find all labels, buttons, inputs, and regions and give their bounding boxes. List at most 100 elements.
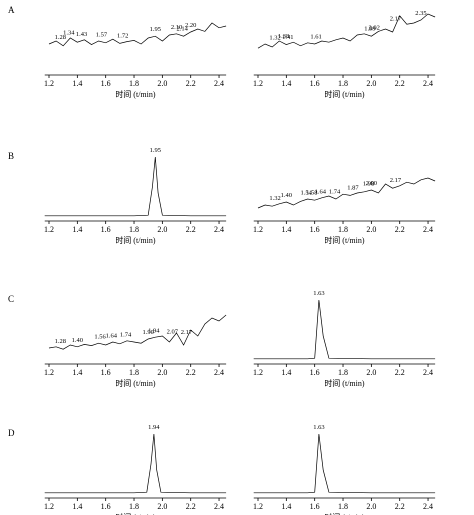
x-tick-label: 2.4 [214, 502, 224, 511]
peak-label: 1.64 [315, 188, 327, 195]
x-tick-label: 2.0 [157, 79, 167, 88]
trace [253, 299, 436, 360]
x-tick-label: 1.8 [129, 502, 139, 511]
x-tick-label: 1.2 [44, 225, 54, 234]
x-tick-label: 2.0 [366, 368, 376, 377]
x-tick-label: 1.8 [338, 79, 348, 88]
trace [253, 433, 436, 494]
x-tick-label: 2.4 [423, 79, 433, 88]
x-tick-label: 1.8 [129, 368, 139, 377]
x-tick-label: 1.2 [253, 502, 263, 511]
peak-label: 1.90 [143, 329, 154, 336]
peak-label: 1.87 [347, 184, 359, 191]
x-tick-label: 1.8 [129, 79, 139, 88]
trace [44, 433, 227, 494]
peak-label: 2.00 [366, 180, 377, 187]
x-tick-label: 1.8 [338, 502, 348, 511]
peak-label: 2.17 [390, 16, 402, 23]
x-tick-label: 1.2 [44, 368, 54, 377]
x-tick-label: 2.2 [395, 225, 405, 234]
x-tick-label: 2.2 [395, 502, 405, 511]
x-tick-label: 1.4 [72, 225, 82, 234]
peak-label: 1.74 [120, 331, 132, 338]
x-tick-label: 2.0 [157, 368, 167, 377]
peak-label: 2.20 [185, 22, 196, 29]
x-tick-label: 2.2 [395, 79, 405, 88]
x-tick-label: 1.4 [281, 225, 291, 234]
x-tick-label: 1.2 [253, 225, 263, 234]
x-tick-label: 2.4 [214, 225, 224, 234]
peak-label: 1.99 [364, 26, 375, 33]
x-tick-label: 1.4 [72, 502, 82, 511]
x-tick-label: 1.6 [310, 225, 320, 234]
x-tick-label: 2.4 [214, 79, 224, 88]
x-tick-label: 1.8 [338, 225, 348, 234]
peak-label: 2.02 [369, 24, 380, 31]
peak-label: 1.40 [72, 337, 83, 344]
x-tick-label: 2.4 [423, 502, 433, 511]
x-tick-label: 1.4 [72, 368, 82, 377]
peak-label: 1.40 [281, 192, 292, 199]
x-tick-label: 2.4 [214, 368, 224, 377]
peak-label: 1.58 [306, 190, 317, 197]
x-tick-label: 2.2 [395, 368, 405, 377]
x-tick-label: 2.2 [186, 79, 196, 88]
x-tick-label: 2.0 [366, 502, 376, 511]
trace [257, 13, 436, 49]
x-tick-label: 1.4 [72, 79, 82, 88]
x-axis-label: 时间 (t/min) [115, 378, 156, 388]
peak-label: 1.61 [310, 33, 321, 40]
peak-label: 1.54 [300, 189, 312, 196]
peak-label: 1.32 [269, 35, 280, 42]
panel-label: A [8, 5, 15, 15]
x-tick-label: 1.6 [101, 225, 111, 234]
x-tick-label: 2.2 [186, 502, 196, 511]
x-tick-label: 2.4 [423, 225, 433, 234]
x-tick-label: 1.6 [310, 502, 320, 511]
x-axis-label: 时间 (t/min) [115, 235, 156, 245]
peak-label: 1.43 [76, 31, 87, 38]
x-axis-label: 时间 (t/min) [115, 512, 156, 515]
x-tick-label: 1.4 [281, 368, 291, 377]
x-tick-label: 1.2 [253, 368, 263, 377]
x-tick-label: 1.6 [310, 79, 320, 88]
x-axis-label: 时间 (t/min) [324, 89, 365, 99]
peak-label: 1.56 [94, 334, 106, 341]
x-tick-label: 1.6 [101, 502, 111, 511]
x-tick-label: 1.4 [281, 79, 291, 88]
panel-label: C [8, 294, 14, 304]
peak-label: 1.28 [55, 338, 66, 345]
trace [48, 22, 227, 47]
x-tick-label: 2.0 [366, 79, 376, 88]
peak-label: 1.95 [150, 147, 161, 154]
peak-label: 1.94 [148, 328, 160, 335]
x-tick-label: 1.2 [44, 502, 54, 511]
trace [257, 177, 436, 209]
x-tick-label: 1.8 [129, 225, 139, 234]
x-tick-label: 1.6 [101, 368, 111, 377]
panel-label: B [8, 151, 14, 161]
x-tick-label: 1.6 [101, 79, 111, 88]
peak-label: 1.94 [148, 424, 160, 431]
x-tick-label: 1.2 [253, 79, 263, 88]
peak-label: 1.64 [106, 333, 118, 340]
x-tick-label: 2.2 [186, 225, 196, 234]
x-tick-label: 1.8 [338, 368, 348, 377]
trace [48, 314, 227, 350]
peak-label: 1.74 [329, 188, 341, 195]
peak-label: 1.38 [278, 33, 289, 40]
peak-label: 1.72 [117, 33, 128, 40]
x-tick-label: 2.0 [366, 225, 376, 234]
x-tick-label: 1.2 [44, 79, 54, 88]
peak-label: 2.17 [390, 177, 402, 184]
peak-label: 1.63 [313, 424, 324, 431]
peak-label: 2.14 [177, 26, 189, 33]
x-axis-label: 时间 (t/min) [115, 89, 156, 99]
x-axis-label: 时间 (t/min) [324, 235, 365, 245]
peak-label: 2.17 [181, 329, 193, 336]
peak-label: 2.07 [167, 328, 179, 335]
trace [44, 156, 227, 217]
peak-label: 1.98 [363, 181, 374, 188]
